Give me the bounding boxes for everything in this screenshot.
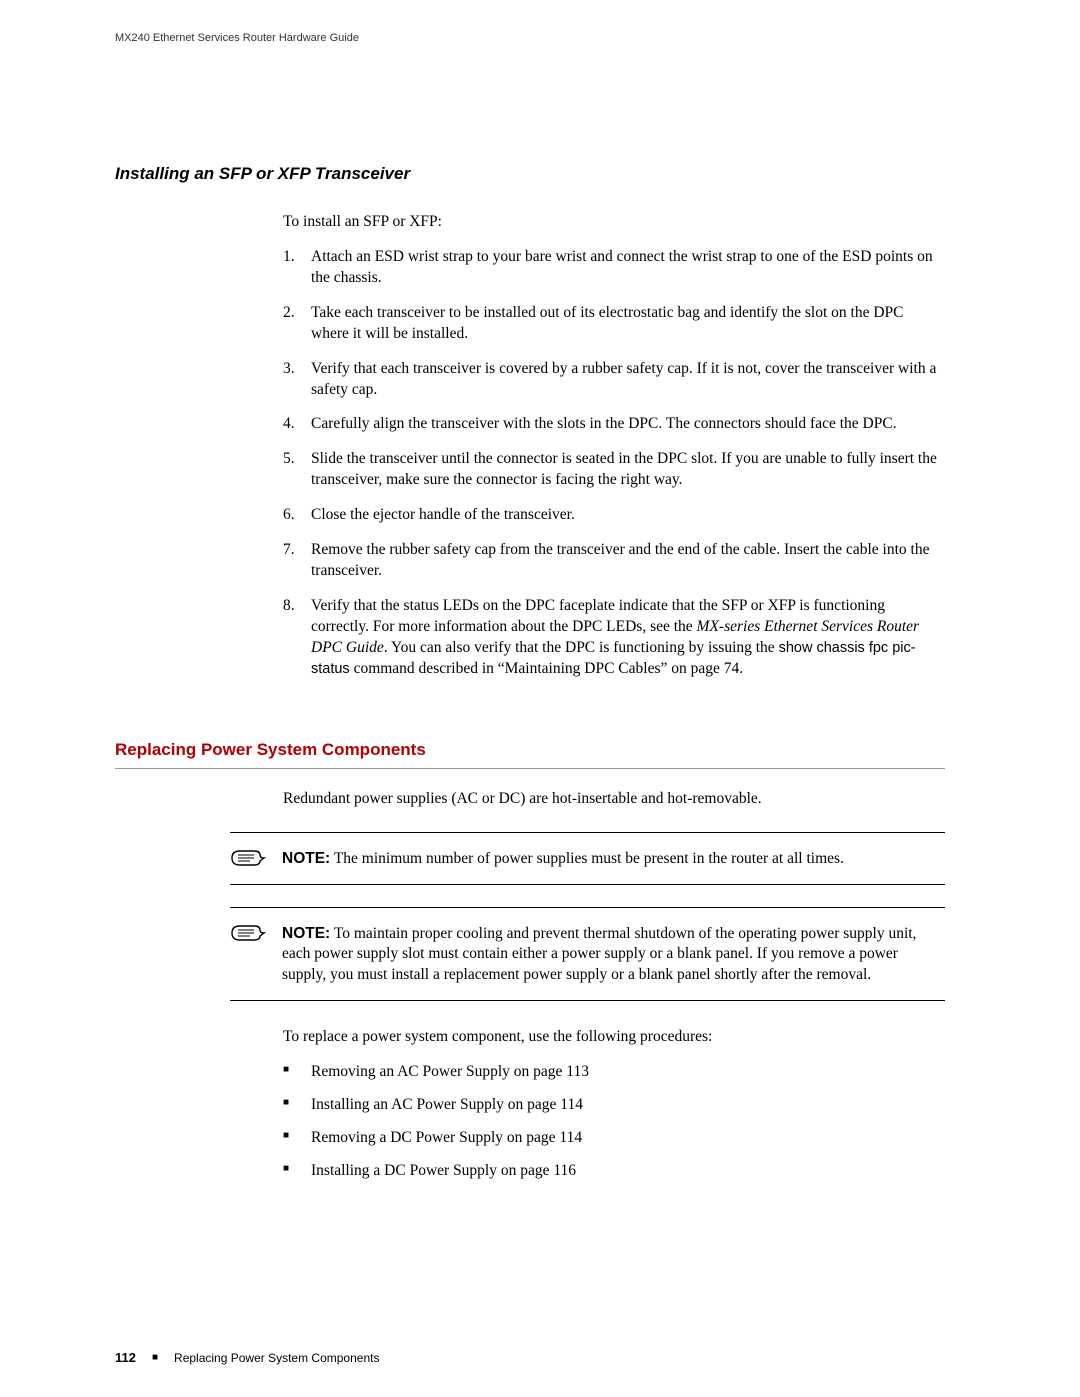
running-header: MX240 Ethernet Services Router Hardware … xyxy=(115,32,945,44)
procedures-list: Removing an AC Power Supply on page 113 … xyxy=(283,1062,943,1182)
note-block-1: NOTE: The minimum number of power suppli… xyxy=(230,832,945,885)
section2-procedures-block: To replace a power system component, use… xyxy=(283,1027,943,1182)
page-footer: 112 ■ Replacing Power System Components xyxy=(115,1350,379,1365)
list-item: Installing an AC Power Supply on page 11… xyxy=(283,1095,943,1116)
section-rule xyxy=(115,768,945,769)
list-item: Verify that the status LEDs on the DPC f… xyxy=(283,596,943,680)
list-item: Installing a DC Power Supply on page 116 xyxy=(283,1161,943,1182)
note-block-2: NOTE: To maintain proper cooling and pre… xyxy=(230,907,945,1002)
list-item: Removing an AC Power Supply on page 113 xyxy=(283,1062,943,1083)
list-item: Removing a DC Power Supply on page 114 xyxy=(283,1128,943,1149)
section2-intro-block: Redundant power supplies (AC or DC) are … xyxy=(283,789,943,810)
note-icon xyxy=(230,922,266,949)
spacer xyxy=(115,694,945,740)
page-content: MX240 Ethernet Services Router Hardware … xyxy=(115,32,945,1194)
section1-intro: To install an SFP or XFP: xyxy=(283,212,943,233)
footer-square-icon: ■ xyxy=(152,1352,158,1363)
install-steps-list: Attach an ESD wrist strap to your bare w… xyxy=(283,247,943,680)
step8-mid: . You can also verify that the DPC is fu… xyxy=(384,639,779,656)
list-item: Take each transceiver to be installed ou… xyxy=(283,303,943,345)
note-label: NOTE: xyxy=(282,850,330,867)
list-item: Attach an ESD wrist strap to your bare w… xyxy=(283,247,943,289)
section2-intro: Redundant power supplies (AC or DC) are … xyxy=(283,789,943,810)
procedures-lead: To replace a power system component, use… xyxy=(283,1027,943,1048)
section-heading-replacing-power: Replacing Power System Components xyxy=(115,740,945,760)
footer-text: Replacing Power System Components xyxy=(174,1351,379,1365)
list-item: Remove the rubber safety cap from the tr… xyxy=(283,540,943,582)
list-item: Carefully align the transceiver with the… xyxy=(283,414,943,435)
page-number: 112 xyxy=(115,1350,136,1365)
note-text: NOTE: To maintain proper cooling and pre… xyxy=(282,924,945,987)
list-item: Slide the transceiver until the connecto… xyxy=(283,449,943,491)
note-label: NOTE: xyxy=(282,925,330,942)
note-icon xyxy=(230,847,266,874)
section1-body: To install an SFP or XFP: Attach an ESD … xyxy=(283,212,943,680)
step8-post: command described in “Maintaining DPC Ca… xyxy=(350,660,743,677)
list-item: Close the ejector handle of the transcei… xyxy=(283,505,943,526)
note-body: The minimum number of power supplies mus… xyxy=(330,850,844,867)
note-text: NOTE: The minimum number of power suppli… xyxy=(282,849,945,870)
list-item: Verify that each transceiver is covered … xyxy=(283,359,943,401)
note-body: To maintain proper cooling and prevent t… xyxy=(282,925,916,984)
section-heading-installing-transceiver: Installing an SFP or XFP Transceiver xyxy=(115,164,945,184)
